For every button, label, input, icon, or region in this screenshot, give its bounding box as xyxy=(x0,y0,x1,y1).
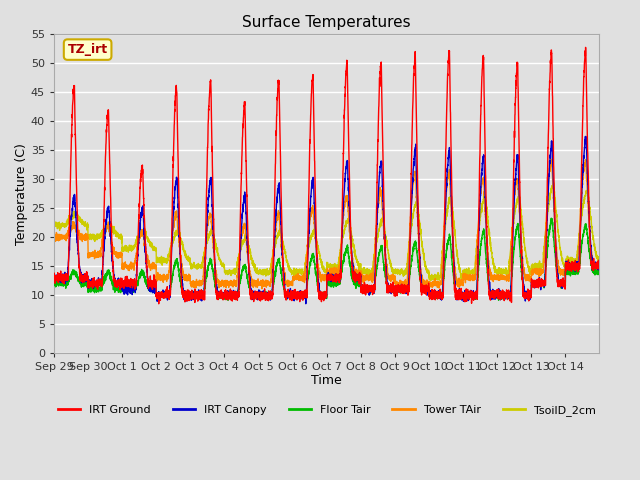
IRT Ground xyxy=(596,264,604,270)
Tower TAir xyxy=(163,276,171,282)
IRT Ground xyxy=(517,242,525,248)
IRT Canopy xyxy=(302,301,310,307)
IRT Canopy xyxy=(347,237,355,243)
IRT Ground xyxy=(503,290,511,296)
TsoilD_2cm xyxy=(477,212,484,217)
Y-axis label: Temperature (C): Temperature (C) xyxy=(15,143,28,244)
TsoilD_2cm xyxy=(596,257,604,263)
Tower TAir xyxy=(258,286,266,292)
IRT Canopy xyxy=(50,274,58,279)
IRT Canopy xyxy=(596,263,604,269)
Tower TAir xyxy=(50,237,58,243)
IRT Ground xyxy=(155,301,163,307)
Tower TAir xyxy=(596,264,604,269)
IRT Ground xyxy=(582,45,589,50)
Legend: IRT Ground, IRT Canopy, Floor Tair, Tower TAir, TsoilD_2cm: IRT Ground, IRT Canopy, Floor Tair, Towe… xyxy=(53,400,600,420)
TsoilD_2cm xyxy=(347,228,355,234)
IRT Ground xyxy=(376,70,384,76)
IRT Canopy xyxy=(163,292,171,298)
Floor Tair xyxy=(596,269,604,275)
IRT Ground xyxy=(347,235,355,240)
Floor Tair xyxy=(547,215,555,221)
Line: TsoilD_2cm: TsoilD_2cm xyxy=(54,182,600,280)
IRT Canopy xyxy=(477,191,484,197)
TsoilD_2cm xyxy=(549,179,557,185)
TsoilD_2cm xyxy=(458,277,466,283)
Floor Tair xyxy=(224,298,232,303)
IRT Canopy xyxy=(503,288,511,294)
TsoilD_2cm xyxy=(50,221,58,227)
IRT Canopy xyxy=(517,243,525,249)
Line: Tower TAir: Tower TAir xyxy=(54,159,600,289)
Line: Floor Tair: Floor Tair xyxy=(54,218,600,300)
IRT Ground xyxy=(163,293,171,299)
Tower TAir xyxy=(548,156,556,162)
TsoilD_2cm xyxy=(163,258,171,264)
Floor Tair xyxy=(50,280,58,286)
Line: IRT Canopy: IRT Canopy xyxy=(54,136,600,304)
Tower TAir xyxy=(503,273,511,278)
TsoilD_2cm xyxy=(503,268,511,274)
Floor Tair xyxy=(163,292,171,298)
Floor Tair xyxy=(347,265,355,271)
X-axis label: Time: Time xyxy=(311,373,342,386)
IRT Canopy xyxy=(376,164,384,170)
Tower TAir xyxy=(376,184,384,190)
Tower TAir xyxy=(477,192,484,198)
IRT Ground xyxy=(477,129,484,135)
Tower TAir xyxy=(347,245,355,251)
TsoilD_2cm xyxy=(517,209,525,215)
Floor Tair xyxy=(503,293,511,299)
Text: TZ_irt: TZ_irt xyxy=(68,43,108,56)
Tower TAir xyxy=(517,239,525,244)
Line: IRT Ground: IRT Ground xyxy=(54,48,600,304)
Title: Surface Temperatures: Surface Temperatures xyxy=(243,15,411,30)
Floor Tair xyxy=(517,265,525,271)
Floor Tair xyxy=(477,246,484,252)
Floor Tair xyxy=(376,247,384,252)
IRT Ground xyxy=(50,275,58,281)
TsoilD_2cm xyxy=(376,223,384,229)
IRT Canopy xyxy=(582,133,589,139)
